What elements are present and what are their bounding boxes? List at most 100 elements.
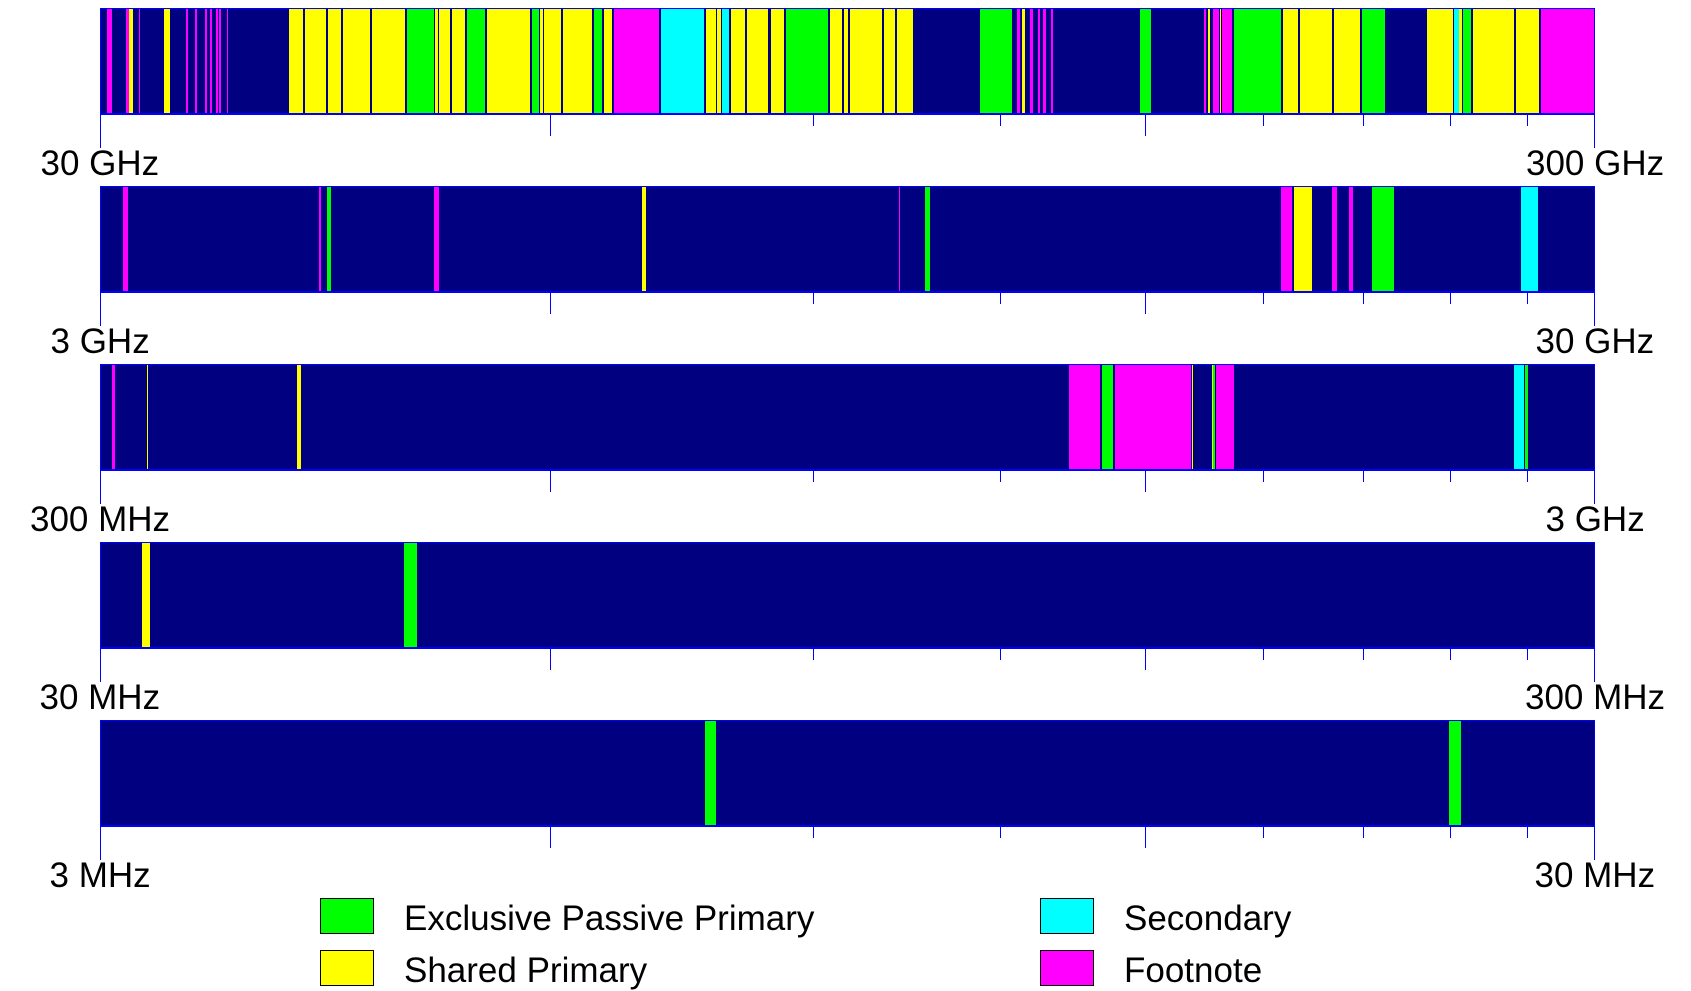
band-start-label: 3 GHz [50,322,150,361]
allocation-segment-shared-primary [1022,9,1025,113]
axis-tick [550,826,552,848]
spectrum-band [100,364,1595,470]
allocation-segment-shared-primary [849,9,883,113]
allocation-segment-footnote [1280,187,1293,291]
axis-baseline [100,826,1595,827]
allocation-segment-footnote [138,9,141,113]
legend-swatch [320,950,374,986]
allocation-segment-exclusive-passive [925,187,930,291]
allocation-segment-shared-primary [297,365,301,469]
allocation-segment-shared-primary [1207,9,1210,113]
axis-tick [1450,648,1452,660]
allocation-segment-exclusive-passive [592,9,603,113]
axis-tick [1144,470,1146,492]
axis-tick [1000,826,1002,838]
band-start-label: 30 GHz [40,144,160,183]
axis-tick [1526,648,1528,660]
allocation-segment-shared-primary [641,187,647,291]
allocation-segment-footnote [1203,9,1206,113]
allocation-segment-footnote [1214,365,1235,469]
allocation-segment-footnote [1539,9,1594,113]
allocation-segment-shared-primary [450,9,466,113]
allocation-segment-exclusive-passive [1139,9,1153,113]
allocation-segment-shared-primary [843,9,850,113]
allocation-segment-footnote [612,9,661,113]
legend-label: Secondary [1124,899,1292,938]
allocation-segment-secondary [1520,187,1540,291]
allocation-segment-shared-primary [882,9,896,113]
axis-tick [1263,826,1265,838]
axis-baseline [100,470,1595,471]
allocation-segment-exclusive-passive [531,9,541,113]
allocation-segment-shared-primary [1332,9,1362,113]
axis-tick [550,292,552,314]
allocation-segment-exclusive-passive [325,187,332,291]
allocation-segment-shared-primary [1282,9,1300,113]
axis-tick [1363,826,1365,838]
allocation-segment-shared-primary [540,9,544,113]
band-start-label: 3 MHz [49,856,151,895]
allocation-segment-secondary [721,9,730,113]
allocation-segment-shared-primary [371,9,407,113]
band-start-label: 300 MHz [30,500,171,539]
allocation-segment-footnote [1067,365,1102,469]
axis-tick [1144,826,1146,848]
allocation-segment-shared-primary [895,9,915,113]
allocation-segment-shared-primary [745,9,770,113]
axis-tick [1363,292,1365,304]
allocation-segment-exclusive-passive [1101,365,1114,469]
axis-tick [1450,826,1452,838]
axis-tick [1450,114,1452,126]
allocation-segment-shared-primary [1515,9,1540,113]
allocation-segment-shared-primary [437,9,451,113]
allocation-segment-footnote [1211,9,1220,113]
legend-swatch [320,898,374,934]
allocation-segment-footnote [122,187,129,291]
allocation-segment-footnote [111,365,115,469]
allocation-segment-shared-primary [1459,9,1462,113]
axis-tick [100,648,101,682]
allocation-segment-footnote [1030,9,1033,113]
axis-baseline [100,648,1595,649]
axis-tick [1450,292,1452,304]
allocation-segment-shared-primary [1191,365,1194,469]
allocation-segment-footnote [204,9,207,113]
allocation-segment-footnote [1113,365,1192,469]
legend-label: Exclusive Passive Primary [404,899,815,938]
axis-tick [1526,826,1528,838]
allocation-segment-shared-primary [704,9,718,113]
axis-tick [100,470,101,504]
axis-tick [1144,114,1146,136]
axis-tick [550,470,552,492]
axis-tick [1594,648,1595,682]
allocation-segment-exclusive-passive [1361,9,1386,113]
axis-tick [1000,470,1002,482]
allocation-segment-exclusive-passive [406,9,436,113]
axis-tick [550,114,552,136]
band-end-label: 300 MHz [1525,678,1666,717]
axis-baseline [100,292,1595,293]
axis-tick [813,114,815,126]
axis-tick [550,648,552,670]
band-end-label: 300 GHz [1526,144,1665,183]
allocation-segment-footnote [1042,9,1046,113]
allocation-segment-exclusive-passive [703,721,718,825]
axis-tick [1526,470,1528,482]
allocation-segment-shared-primary [1211,365,1214,469]
allocation-segment-shared-primary [769,9,785,113]
allocation-segment-shared-primary [327,9,343,113]
axis-tick [1263,648,1265,660]
axis-baseline [100,114,1595,115]
allocation-segment-shared-primary [717,9,722,113]
allocation-segment-secondary [1513,365,1526,469]
allocation-segment-footnote [319,187,321,291]
allocation-segment-footnote [432,187,441,291]
allocation-segment-footnote [1037,9,1041,113]
legend-label: Footnote [1124,951,1263,990]
axis-tick [100,114,101,148]
axis-tick [1594,826,1595,860]
allocation-segment-footnote [1332,187,1337,291]
axis-tick [1263,470,1265,482]
allocation-segment-shared-primary [1299,9,1333,113]
axis-tick [1000,114,1002,126]
